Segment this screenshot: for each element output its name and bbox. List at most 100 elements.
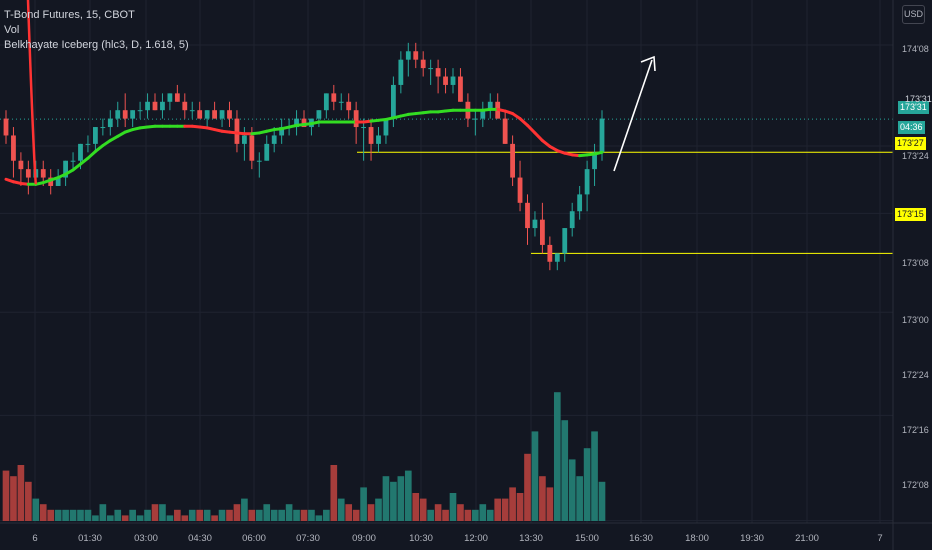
candle (256, 152, 262, 178)
volume-bar (449, 493, 457, 521)
x-tick-label: 09:00 (352, 533, 376, 544)
indicator-segment (79, 156, 90, 166)
candle-body (145, 101, 150, 111)
volume-bar (337, 498, 345, 521)
volume-bar (427, 509, 434, 521)
volume-bar (457, 504, 464, 521)
candle-body (160, 101, 165, 111)
candle (443, 68, 448, 94)
candle (85, 135, 91, 153)
volume-bar (270, 509, 278, 521)
candle-body (398, 59, 404, 85)
candle (227, 101, 232, 128)
volume-bar (434, 504, 442, 521)
partial-price-label: 173'31 (905, 94, 932, 104)
candle (584, 160, 590, 212)
candle-body (376, 135, 381, 144)
candle (413, 42, 419, 69)
volume-bar (397, 476, 405, 521)
candle (420, 51, 426, 77)
candle (197, 101, 203, 119)
volume-bar (442, 509, 449, 521)
candle-body (212, 110, 217, 119)
volume-bar (2, 470, 10, 521)
volume-bar (233, 504, 241, 521)
candle-body (301, 118, 307, 128)
candle-body (130, 110, 136, 119)
volume-bar (278, 509, 285, 521)
x-tick-label: 21:00 (795, 533, 819, 544)
x-tick-label: 01:30 (78, 533, 102, 544)
volume-bar (114, 509, 122, 521)
candle (331, 84, 337, 111)
candle-body (577, 194, 583, 212)
candle (525, 194, 530, 245)
candle (189, 101, 195, 119)
candle-body (547, 244, 553, 262)
candle (271, 127, 277, 153)
candle-body (361, 127, 366, 129)
candle-body (435, 68, 441, 77)
candle (100, 118, 106, 136)
x-tick-label: 15:00 (575, 533, 599, 544)
volume-bar (203, 509, 211, 521)
candle-body (93, 127, 98, 144)
candle-body (510, 143, 515, 178)
volume-bar (531, 431, 539, 521)
candle-body (3, 118, 9, 136)
volume-bar (367, 504, 375, 521)
candle (18, 152, 24, 186)
candle-body (227, 110, 232, 119)
candle-body (383, 118, 389, 136)
volume-bar (375, 498, 382, 521)
candle-body (264, 143, 270, 161)
candle (137, 101, 143, 119)
candle-body (487, 101, 493, 111)
x-tick-label: 7 (877, 533, 882, 544)
candle-body (443, 76, 448, 85)
x-tick-label: 13:30 (519, 533, 543, 544)
volume-bar (293, 509, 300, 521)
candle-body (63, 160, 68, 178)
candle (458, 68, 463, 102)
candle-body (599, 118, 605, 153)
indicator-segment (93, 144, 105, 153)
candle-body (234, 118, 240, 144)
candle (152, 93, 158, 111)
volume-bar (144, 509, 151, 521)
candle-body (331, 93, 337, 102)
volume-bar (92, 515, 99, 521)
candle (540, 202, 545, 254)
x-tick-label: 18:00 (685, 533, 709, 544)
volume-bar (308, 509, 315, 521)
resistance-price-tag: 173'27 (895, 137, 926, 150)
candle-body (540, 219, 545, 245)
candle-body (584, 169, 590, 195)
candle-body (420, 59, 426, 69)
candle (428, 59, 434, 85)
volume-bar (241, 498, 248, 521)
volume-bar (412, 493, 420, 521)
candle-body (182, 101, 188, 111)
candle (212, 101, 217, 119)
candle-body (480, 110, 486, 119)
volume-bar (591, 431, 598, 521)
candle (502, 110, 508, 144)
volume-bar (129, 509, 136, 521)
candle-body (294, 118, 299, 128)
candle (182, 93, 188, 119)
y-tick-label: 172'24 (902, 370, 929, 380)
candle (11, 127, 16, 178)
candle-body (532, 219, 538, 229)
candle-body (11, 135, 16, 161)
candle-body (100, 127, 106, 129)
y-tick-label: 172'16 (902, 425, 929, 435)
currency-button[interactable]: USD (902, 5, 925, 24)
volume-bar (248, 509, 256, 521)
candle-body (189, 110, 195, 112)
volume-bar (501, 498, 509, 521)
legend: T-Bond Futures, 15, CBOT Vol Belkhayate … (4, 8, 189, 53)
support-price-tag: 173'15 (895, 208, 926, 221)
